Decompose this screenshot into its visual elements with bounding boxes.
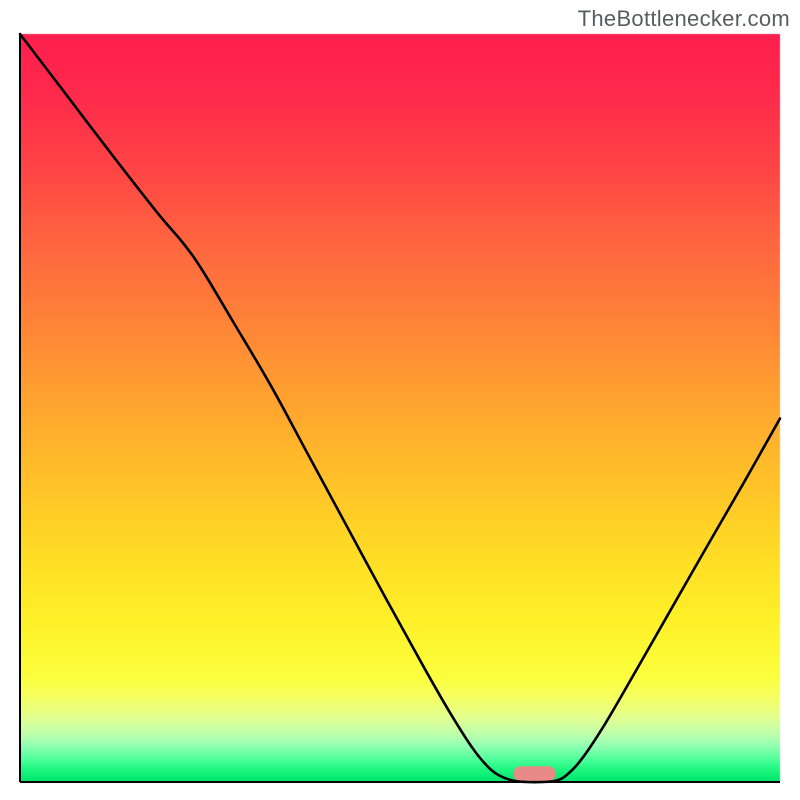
gradient-background <box>0 0 800 800</box>
chart-container: TheBottlenecker.com <box>0 0 800 800</box>
